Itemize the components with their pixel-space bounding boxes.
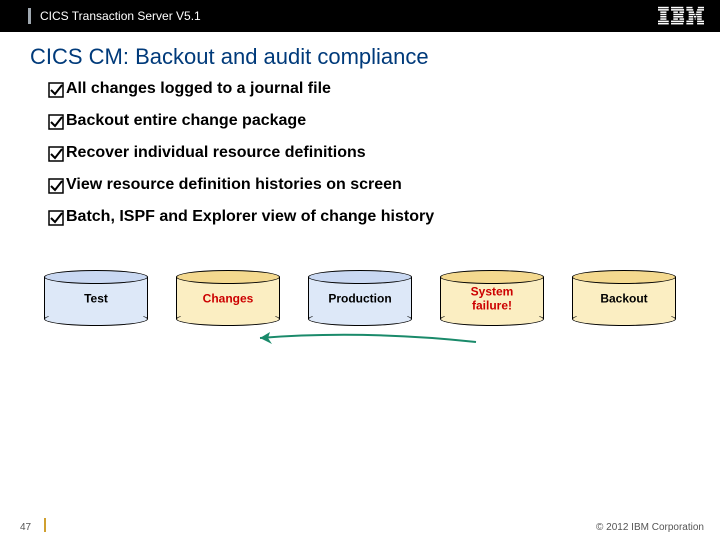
checkbox-checked-icon xyxy=(48,210,64,226)
cylinder-top xyxy=(176,270,280,284)
footer-accent-bar xyxy=(44,518,46,532)
bullet-text: View resource definition histories on sc… xyxy=(66,176,402,194)
checkbox-checked-icon xyxy=(48,146,64,162)
checkbox-checked-icon xyxy=(48,178,64,194)
bullet-text: Backout entire change package xyxy=(66,112,306,130)
bullet-list: All changes logged to a journal file Bac… xyxy=(0,80,720,226)
cylinder-label: Test xyxy=(44,291,148,305)
checkbox-checked-icon xyxy=(48,114,64,130)
bullet-text: Batch, ISPF and Explorer view of change … xyxy=(66,208,434,226)
flow-diagram: Test Changes Production System failure! … xyxy=(0,240,720,326)
cylinder-bottom xyxy=(44,312,148,326)
slide-footer: 47 © 2012 IBM Corporation xyxy=(0,514,720,540)
bullet-item: Batch, ISPF and Explorer view of change … xyxy=(48,208,720,226)
cylinder-bottom xyxy=(440,312,544,326)
cylinder-label: Backout xyxy=(572,291,676,305)
cylinder-backout: Backout xyxy=(572,270,676,326)
ibm-logo-icon xyxy=(658,6,704,26)
cylinder-label: Changes xyxy=(176,291,280,305)
bullet-text: All changes logged to a journal file xyxy=(66,80,331,98)
cylinder-changes: Changes xyxy=(176,270,280,326)
bullet-item: Recover individual resource definitions xyxy=(48,144,720,162)
backout-arrow-icon xyxy=(248,328,478,350)
cylinder-bottom xyxy=(308,312,412,326)
cylinder-bottom xyxy=(176,312,280,326)
bullet-item: Backout entire change package xyxy=(48,112,720,130)
page-title: CICS CM: Backout and audit compliance xyxy=(0,32,720,80)
slide-header: CICS Transaction Server V5.1 xyxy=(0,0,720,32)
cylinder-label: System failure! xyxy=(440,285,544,313)
cylinder-bottom xyxy=(572,312,676,326)
page-number: 47 xyxy=(20,522,31,533)
header-title: CICS Transaction Server V5.1 xyxy=(40,9,201,23)
copyright-text: © 2012 IBM Corporation xyxy=(596,522,704,533)
bullet-item: View resource definition histories on sc… xyxy=(48,176,720,194)
cylinder-label: Production xyxy=(308,291,412,305)
checkbox-checked-icon xyxy=(48,82,64,98)
cylinder-system-failure: System failure! xyxy=(440,270,544,326)
cylinder-test: Test xyxy=(44,270,148,326)
cylinder-top xyxy=(440,270,544,284)
cylinder-top xyxy=(308,270,412,284)
bullet-item: All changes logged to a journal file xyxy=(48,80,720,98)
cylinder-production: Production xyxy=(308,270,412,326)
cylinder-top xyxy=(44,270,148,284)
bullet-text: Recover individual resource definitions xyxy=(66,144,366,162)
cylinder-top xyxy=(572,270,676,284)
header-accent-bar xyxy=(28,8,31,24)
